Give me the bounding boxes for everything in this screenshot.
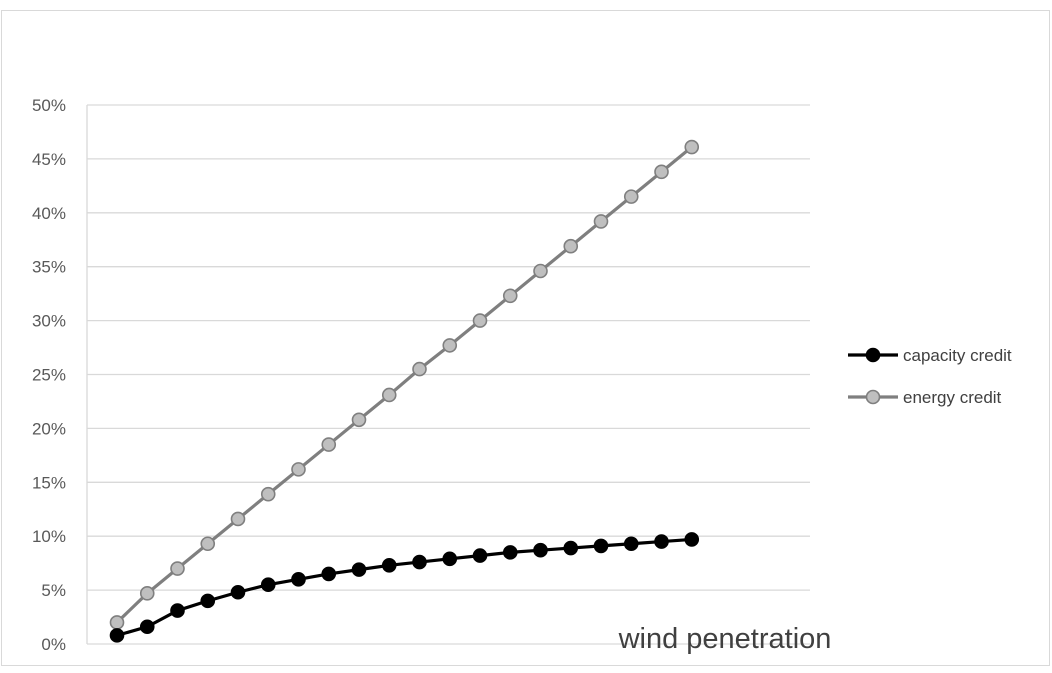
legend-item: capacity credit	[848, 346, 1012, 365]
data-point	[563, 238, 579, 254]
data-point	[351, 412, 367, 428]
data-point	[170, 603, 185, 618]
data-point	[593, 538, 609, 554]
data-point	[623, 536, 639, 552]
data-point	[623, 189, 639, 204]
data-point	[351, 562, 367, 577]
legend-marker	[865, 389, 881, 405]
data-point	[381, 387, 397, 403]
data-point	[533, 263, 548, 279]
data-point	[109, 615, 125, 630]
y-tick-label: 20%	[32, 419, 66, 438]
data-point	[502, 288, 518, 304]
data-point	[321, 566, 337, 582]
data-point	[442, 338, 458, 353]
data-point	[230, 511, 246, 527]
data-point	[593, 214, 609, 229]
series-energy-credit	[109, 139, 700, 630]
y-tick-label: 40%	[32, 204, 66, 223]
data-point	[412, 361, 427, 377]
y-tick-label: 35%	[32, 258, 66, 277]
y-tick-label: 15%	[32, 473, 66, 492]
y-tick-label: 0%	[41, 635, 66, 654]
y-tick-label: 5%	[41, 581, 66, 600]
data-point	[381, 558, 397, 573]
legend: capacity credit energy credit	[848, 346, 1012, 407]
chart-border	[1, 10, 1050, 666]
data-point	[654, 534, 669, 549]
data-point	[654, 164, 669, 180]
data-point	[563, 540, 579, 556]
gridlines	[87, 104, 810, 645]
data-point	[472, 548, 488, 563]
data-point	[200, 536, 216, 552]
y-axis: 0% 5% 10% 15% 20% 25% 30% 35% 40% 45% 50%	[32, 96, 88, 654]
y-tick-label: 45%	[32, 150, 66, 169]
data-point	[684, 139, 700, 155]
series-capacity-credit	[109, 532, 700, 643]
x-axis-label: wind penetration	[618, 623, 832, 655]
y-tick-label: 30%	[32, 312, 66, 331]
data-point	[684, 532, 700, 547]
data-point	[230, 584, 246, 600]
y-tick-label: 50%	[32, 96, 66, 115]
legend-item: energy credit	[848, 388, 1002, 407]
data-point	[139, 619, 155, 635]
data-point	[109, 628, 125, 643]
data-point	[472, 313, 488, 328]
y-tick-label: 10%	[32, 527, 66, 546]
data-point	[260, 486, 276, 502]
plot-area	[109, 139, 700, 643]
legend-marker	[865, 347, 881, 363]
data-point	[412, 554, 427, 570]
data-point	[260, 577, 276, 593]
data-point	[291, 572, 306, 587]
data-point	[200, 593, 216, 609]
legend-label: capacity credit	[903, 346, 1012, 365]
data-point	[442, 551, 458, 567]
data-point	[321, 437, 337, 452]
data-point	[170, 561, 185, 576]
y-tick-label: 25%	[32, 366, 66, 385]
legend-label: energy credit	[903, 388, 1002, 407]
data-point	[139, 586, 155, 601]
data-point	[291, 462, 306, 477]
data-point	[533, 542, 548, 558]
data-point	[502, 545, 518, 560]
